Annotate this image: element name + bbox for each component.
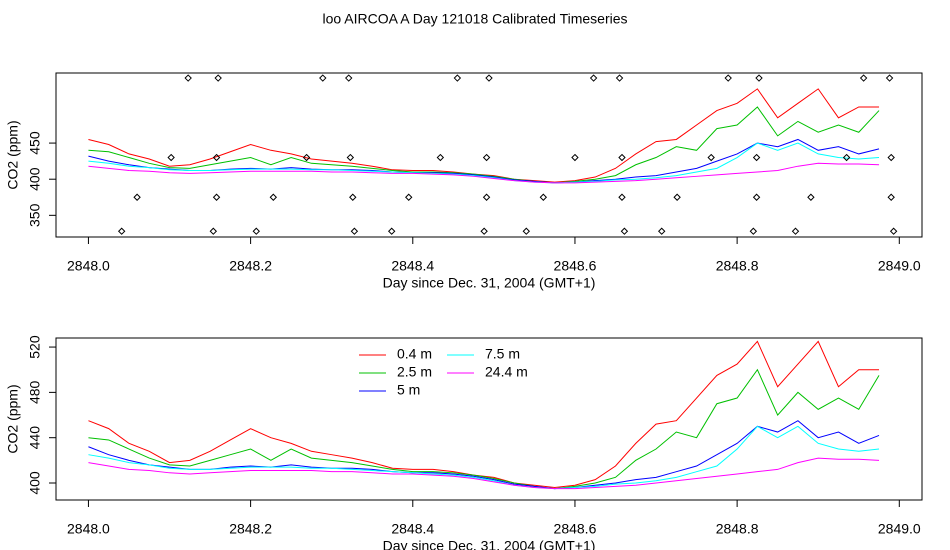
flag-point (887, 193, 895, 201)
flag-point (589, 74, 598, 82)
flag-point (842, 153, 851, 162)
flag-point (658, 227, 666, 235)
flag-point (269, 193, 278, 201)
flag-point (349, 193, 357, 201)
series-line (88, 106, 880, 184)
flag-point (859, 74, 868, 82)
flag-point (791, 227, 800, 235)
y-tick-label: 440 (27, 426, 43, 450)
y-tick-label: 450 (27, 131, 43, 155)
flag-point (889, 227, 898, 235)
y-tick-label: 520 (27, 335, 43, 359)
flag-point (807, 193, 815, 201)
flag-point (345, 74, 353, 82)
flag-point (480, 227, 488, 235)
flag-point (724, 74, 732, 82)
x-tick-label: 2848.4 (391, 521, 434, 537)
flag-point (212, 153, 221, 162)
flag-point (252, 227, 260, 235)
flag-point (885, 74, 894, 82)
flag-point (436, 153, 445, 162)
legend-label: 0.4 m (397, 346, 432, 362)
x-tick-label: 2848.8 (716, 521, 759, 537)
y-tick-label: 400 (27, 471, 43, 495)
legend-label: 7.5 m (485, 346, 520, 362)
flag-point (752, 193, 761, 201)
flag-point (405, 193, 413, 201)
x-tick-label: 2848.0 (67, 521, 110, 537)
flag-point (133, 193, 141, 201)
flag-point (209, 227, 218, 235)
flag-point (346, 153, 355, 162)
flag-point (302, 153, 311, 162)
flag-point (482, 193, 491, 201)
flag-point (673, 193, 681, 201)
flag-point (618, 193, 626, 201)
x-tick-label: 2848.2 (229, 258, 272, 274)
flag-point (887, 153, 895, 162)
flag-point (620, 227, 629, 235)
flag-point (618, 153, 626, 162)
chart-title: loo AIRCOA A Day 121018 Calibrated Times… (322, 11, 627, 27)
flag-point (214, 74, 222, 82)
flag-point (167, 153, 175, 162)
y-axis-title: CO2 (ppm) (5, 384, 21, 453)
y-tick-label: 480 (27, 380, 43, 404)
flag-point (522, 227, 531, 235)
flag-point (350, 227, 359, 235)
y-tick-label: 350 (27, 203, 43, 227)
flag-point (749, 227, 758, 235)
plot-frame (55, 337, 923, 501)
flag-point (539, 193, 548, 201)
flag-point (752, 153, 761, 162)
x-tick-label: 2848.6 (554, 521, 597, 537)
series-line (88, 420, 880, 490)
series-line (88, 142, 880, 184)
flag-point (755, 74, 763, 82)
flag-point (707, 153, 715, 162)
x-axis-title: Day since Dec. 31, 2004 (GMT+1) (383, 275, 596, 291)
y-axis-title: CO2 (ppm) (5, 120, 21, 189)
x-tick-label: 2848.6 (554, 258, 597, 274)
x-tick-label: 2848.4 (391, 258, 434, 274)
legend-label: 5 m (397, 382, 420, 398)
x-tick-label: 2849.0 (878, 521, 921, 537)
x-axis-title: Day since Dec. 31, 2004 (GMT+1) (383, 538, 596, 550)
legend-label: 2.5 m (397, 364, 432, 380)
x-tick-label: 2848.8 (716, 258, 759, 274)
plot-frame (55, 72, 923, 238)
flag-point (212, 193, 221, 201)
x-tick-label: 2849.0 (878, 258, 921, 274)
x-tick-label: 2848.0 (67, 258, 110, 274)
flag-point (117, 227, 126, 235)
flag-point (184, 74, 192, 82)
flag-point (387, 227, 396, 235)
flag-point (453, 74, 462, 82)
y-tick-label: 400 (27, 167, 43, 191)
series-line (88, 340, 880, 489)
legend-label: 24.4 m (485, 364, 528, 380)
flag-point (571, 153, 579, 162)
series-line (88, 457, 880, 490)
flag-point (485, 74, 493, 82)
flag-point (319, 74, 327, 82)
x-tick-label: 2848.2 (229, 521, 272, 537)
series-line (88, 425, 880, 490)
flag-point (615, 74, 624, 82)
flag-point (482, 153, 491, 162)
series-line (88, 162, 880, 184)
series-line (88, 368, 880, 490)
